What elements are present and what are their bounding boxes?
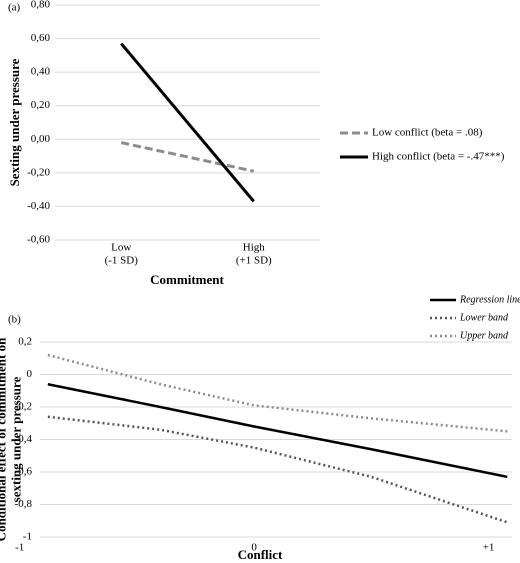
x-tick-label: Low (-1 SD) [105,241,139,266]
series-line [47,383,508,479]
series-line [47,353,508,433]
x-tick-label: -1 [15,542,24,554]
panel-label: (a) [8,2,21,14]
y-tick-label: 0,40 [31,66,51,78]
x-axis-label: Conflict [238,547,283,562]
legend-label: High conflict (beta = -.47***) [372,151,505,163]
y-tick-label: 0 [27,368,33,380]
y-tick-label: -0,6 [15,466,33,478]
y-tick-label: 0,80 [31,0,51,11]
y-tick-label: 0,00 [31,133,51,145]
legend-label: Lower band [459,312,509,323]
y-tick-label: -0,2 [15,401,32,413]
y-tick-label: -1 [23,531,32,543]
panel-label: (b) [8,314,21,326]
y-tick-label: -0,8 [15,498,33,510]
x-tick-label: 0 [251,542,257,554]
y-axis-label: Conditional effect of commitment onsexti… [0,337,23,541]
legend-label: Regression line [459,294,520,305]
y-tick-label: 0,20 [31,99,51,111]
legend-label: Low conflict (beta = .08) [372,127,483,139]
series-line [120,42,255,203]
y-tick-label: -0,60 [27,234,50,246]
y-tick-label: 0,2 [18,336,32,348]
series-line [120,141,255,173]
x-axis-label: Commitment [150,272,224,287]
y-tick-label: 0,60 [31,32,51,44]
y-tick-label: -0,40 [27,200,50,212]
y-tick-label: -0,20 [27,166,50,178]
series-line [47,415,508,524]
y-axis-label: Sexting under pressure [7,58,22,186]
legend-label: Upper band [460,330,509,341]
y-tick-label: -0,4 [15,433,33,445]
x-tick-label: High (+1 SD) [236,241,272,266]
x-tick-label: +1 [483,542,495,554]
